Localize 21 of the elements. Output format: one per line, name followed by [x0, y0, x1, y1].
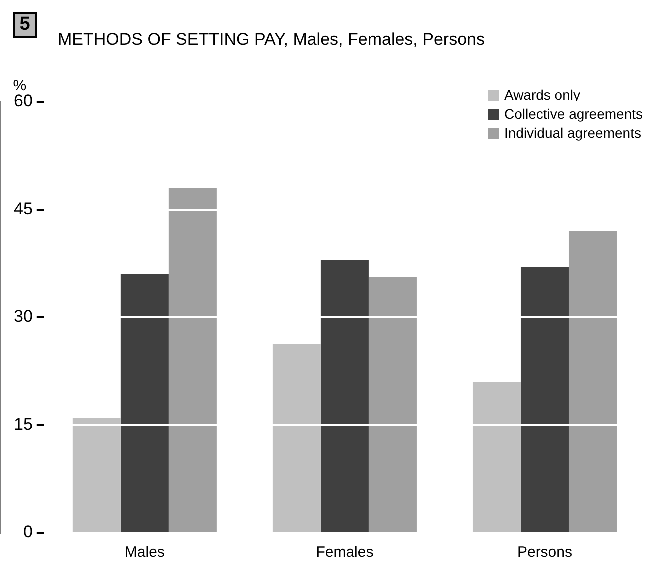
x-tick-label: Females [316, 544, 374, 562]
bar [120, 274, 169, 532]
bar [520, 267, 569, 532]
legend-label: Collective agreements [504, 105, 643, 124]
bar [472, 382, 521, 532]
text: 5 [13, 12, 37, 38]
bar [368, 277, 417, 532]
chart-title: METHODS OF SETTING PAY, Males, Females, Persons [58, 30, 485, 50]
x-tick-label: Persons [517, 544, 572, 562]
bar [168, 188, 217, 532]
legend-label: Awards only [504, 86, 580, 105]
y-tick-label: 30 [14, 307, 33, 326]
x-tick-label: Males [124, 544, 165, 562]
y-tick-label: 15 [14, 414, 33, 434]
bar [320, 260, 369, 532]
y-tick-label: 0 [23, 522, 33, 542]
bar [272, 344, 321, 532]
bar [568, 231, 617, 532]
legend-label: Individual agreements [504, 124, 642, 143]
y-tick-label: 45 [14, 199, 33, 218]
bar [72, 418, 121, 532]
